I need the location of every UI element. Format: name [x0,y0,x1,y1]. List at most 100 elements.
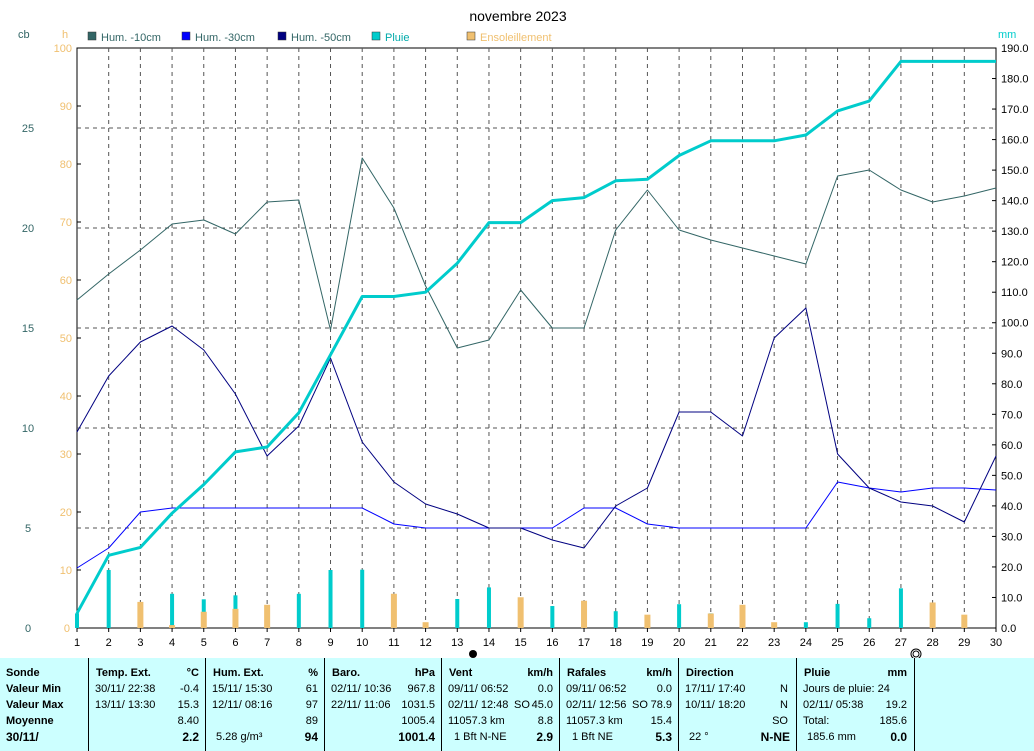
direction-degrees: 22 ° [689,731,709,743]
sun-bar [422,622,429,628]
left-axis-unit-cb: cb [18,29,30,41]
col-hum: Hum. Ext. % 15/11/ 15:30 61 12/11/ 08:16… [205,658,324,751]
right-mm-tick-label: 180.0 [1001,74,1029,86]
rain-bar [803,622,808,628]
right-mm-tick-label: 50.0 [1001,470,1022,482]
left-axis-unit-h: h [62,29,68,41]
rain-bar [75,613,79,628]
temp-min-date: 30/11/ 22:38 [95,683,156,695]
rain-bar [296,593,301,628]
right-mm-tick-label: 170.0 [1001,104,1029,116]
rafales-title: Rafales [567,667,607,679]
rain-bar [677,604,682,628]
x-tick-label: 13 [451,637,463,649]
right-axis-mm: 0.0 10.0 20.0 30.0 40.0 50.0 60.0 70.0 80.0 90.0 1… [992,43,1029,635]
x-tick-label: 20 [673,637,685,649]
col-rafales: Rafales km/h 09/11/ 06:52 0.0 02/11/ 12:… [559,658,678,751]
x-tick-label: 10 [356,637,368,649]
x-tick-label: 6 [232,637,238,649]
direction-min-date: 17/11/ 17:40 [685,683,746,695]
left-h-tick-label: 50 [60,333,72,345]
chart-title: novembre 2023 [469,8,567,24]
sun-bar [264,604,271,628]
x-tick-label: 14 [483,637,495,649]
col-temp: Temp. Ext. °C 30/11/ 22:38 -0.4 13/11/ 1… [88,658,205,751]
legend-label: Hum. -50cm [291,32,351,44]
rafales-min-date: 09/11/ 06:52 [566,683,627,695]
baro-unit: hPa [414,667,435,679]
col-direction: Direction 17/11/ 17:40 N 10/11/ 18:20 N … [678,658,796,751]
legend-swatch [87,31,97,41]
direction-title: Direction [686,667,734,679]
x-tick-label: 30 [990,637,1002,649]
left-cb-tick-label: 15 [22,323,34,335]
pluie-jours: Jours de pluie: 24 [803,683,890,695]
right-mm-tick-label: 110.0 [1001,287,1028,299]
x-tick-label: 28 [926,637,938,649]
vent-beaufort: 1 Bft N-NE [454,731,507,743]
rain-bar [898,588,903,628]
pluie-month: 185.6 mm [807,731,856,743]
vent-unit: km/h [527,667,553,679]
col-sonde: Sonde Valeur Min Valeur Max Moyenne 30/1… [0,658,88,751]
temp-max-value: 15.3 [177,699,199,711]
rafales-avg: 15.4 [650,715,672,727]
pluie-unit: mm [887,667,907,679]
sun-bar [169,625,176,628]
x-tick-label: 22 [736,637,748,649]
pluie-total-label: Total: [803,715,830,727]
row-label-max: Valeur Max [6,699,64,711]
x-tick-label: 11 [388,637,399,649]
vent-max-dir: SO [514,699,530,711]
right-axis-unit-mm: mm [998,29,1016,41]
left-cb-tick-label: 0 [25,623,31,635]
temp-title: Temp. Ext. [96,667,151,679]
moon-markers [469,648,922,658]
pluie-max-date: 02/11/ 05:38 [803,699,864,711]
rafales-max-value: 78.9 [650,699,672,711]
plot-grid [77,48,996,628]
left-h-tick-label: 60 [60,275,72,287]
right-mm-tick-label: 60.0 [1001,440,1022,452]
soil-humidity-line [76,307,997,549]
left-h-tick-label: 80 [60,159,72,171]
direction-max-date: 10/11/ 18:20 [685,699,746,711]
vent-min-date: 09/11/ 06:52 [448,683,509,695]
pluie-title: Pluie [804,667,831,679]
vent-max-date: 02/11/ 12:48 [448,699,509,711]
hum-avg: 89 [305,715,318,727]
sun-bar [739,604,746,628]
baro-min-date: 02/11/ 10:36 [331,683,392,695]
left-h-tick-label: 70 [60,217,72,229]
chart-legend: Hum. -10cm Hum. -30cm Hum. -50cm Pluie Ensol… [87,31,552,44]
direction-last: N-NE [760,730,790,744]
left-h-tick-label: 0 [64,623,70,635]
moon-new-icon [469,650,477,658]
left-h-tick-label: 30 [60,449,72,461]
right-mm-tick-label: 0.0 [1001,623,1016,635]
vent-title: Vent [449,667,473,679]
rafales-last: 5.3 [655,730,672,744]
hum-last: 94 [304,730,318,744]
right-mm-tick-label: 100.0 [1001,318,1029,330]
x-tick-label: 15 [515,637,527,649]
hum-max-date: 12/11/ 08:16 [212,699,273,711]
sun-bar [390,593,397,628]
vent-min-value: 0.0 [537,683,553,695]
x-tick-label: 5 [201,637,207,649]
pluie-total: 185.6 [879,715,907,727]
x-tick-label: 21 [705,637,717,649]
vent-avg: 8.8 [537,715,553,727]
chart-bars [75,569,968,628]
legend-swatch [466,31,476,41]
x-tick-label: 12 [419,637,431,649]
rain-bar [170,593,175,628]
sun-bar [961,614,968,628]
col-vent: Vent km/h 09/11/ 06:52 0.0 02/11/ 12:48 … [441,658,559,751]
sonde-date: 30/11/ [6,730,39,744]
pluie-last: 0.0 [890,730,907,744]
rain-bar [867,618,872,628]
x-tick-label: 27 [895,637,907,649]
direction-max-value: N [780,699,788,711]
row-label-min: Valeur Min [6,683,62,695]
